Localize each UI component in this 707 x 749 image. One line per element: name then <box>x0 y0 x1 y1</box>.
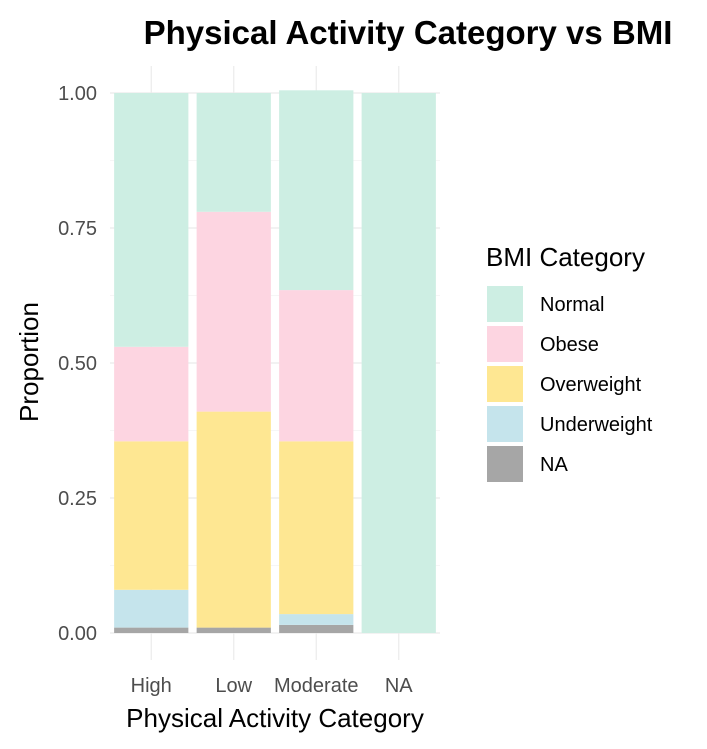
legend-swatch-underweight <box>487 406 523 442</box>
bar-segment-overweight-high <box>114 441 189 590</box>
x-tick-label: Low <box>215 675 252 697</box>
legend-label-na: NA <box>540 454 568 476</box>
x-axis-ticks: High Low Moderate NA <box>131 675 414 697</box>
x-tick-label: High <box>131 675 172 697</box>
bars <box>114 90 436 633</box>
y-tick-label: 0.25 <box>58 488 97 510</box>
bar-segment-obese-low <box>196 211 271 412</box>
legend: BMI Category Normal Obese Overweight Underw… <box>486 242 653 482</box>
y-axis-title: Proportion <box>14 302 44 422</box>
bar-segment-overweight-low <box>196 411 271 628</box>
x-axis-title: Physical Activity Category <box>126 703 424 733</box>
x-tick-label: Moderate <box>274 675 359 697</box>
legend-label-obese: Obese <box>540 334 599 356</box>
legend-swatch-na <box>487 446 523 482</box>
y-axis-ticks: 0.00 0.25 0.50 0.75 1.00 <box>58 83 97 645</box>
legend-items: Normal Obese Overweight Underweight NA <box>487 286 653 482</box>
bar-segment-overweight-moderate <box>279 441 354 615</box>
bar-segment-underweight-moderate <box>279 614 354 625</box>
bar-segment-normal-na <box>361 93 436 633</box>
bar-segment-obese-moderate <box>279 290 354 442</box>
bar-segment-underweight-high <box>114 589 189 628</box>
legend-label-underweight: Underweight <box>540 414 653 436</box>
bar-segment-na-high <box>114 627 189 633</box>
legend-label-overweight: Overweight <box>540 374 642 396</box>
bar-segment-normal-low <box>196 93 271 212</box>
bar-segment-normal-moderate <box>279 90 354 291</box>
legend-swatch-obese <box>487 326 523 362</box>
legend-swatch-normal <box>487 286 523 322</box>
legend-title: BMI Category <box>486 242 645 272</box>
x-tick-label: NA <box>385 675 413 697</box>
chart-title: Physical Activity Category vs BMI <box>144 14 673 51</box>
bar-segment-na-low <box>196 627 271 633</box>
bar-segment-na-moderate <box>279 624 354 633</box>
legend-swatch-overweight <box>487 366 523 402</box>
bar-segment-obese-high <box>114 346 189 442</box>
y-tick-label: 1.00 <box>58 83 97 105</box>
y-tick-label: 0.00 <box>58 623 97 645</box>
y-tick-label: 0.50 <box>58 353 97 375</box>
bar-segment-normal-high <box>114 93 189 347</box>
y-tick-label: 0.75 <box>58 218 97 240</box>
legend-label-normal: Normal <box>540 294 604 316</box>
